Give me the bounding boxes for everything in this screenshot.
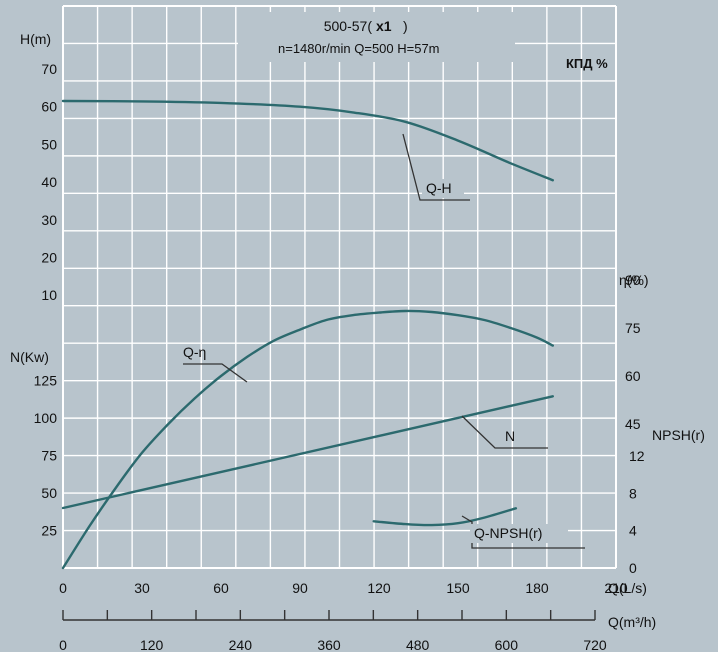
- power-tick-label: 75: [41, 448, 57, 464]
- flow-m3h-tick-label: 600: [495, 637, 519, 652]
- flow-tick-label: 60: [213, 580, 229, 596]
- secondary-flow-scale: 0 120 240 360 480 600 720: [59, 610, 607, 652]
- flow-axis-label-m3h: Q(m³/h): [608, 614, 656, 630]
- head-tick-label: 10: [41, 287, 57, 303]
- head-tick-label: 40: [41, 174, 57, 190]
- model-prefix: 500-57(: [324, 18, 373, 34]
- tick-labels: 7060504030201012510075502590756045128400…: [34, 61, 645, 596]
- npsh-axis-label: NPSH(r): [652, 427, 705, 443]
- curves: [61, 99, 554, 570]
- power-tick-label: 100: [34, 410, 58, 426]
- flow-m3h-tick-label: 480: [406, 637, 430, 652]
- callout-label: Q-η: [183, 344, 206, 360]
- callout-bg: [470, 524, 568, 543]
- head-tick-label: 50: [41, 136, 57, 152]
- flow-tick-label: 180: [525, 580, 549, 596]
- head-tick-label: 20: [41, 250, 57, 266]
- efficiency-tick-label: 75: [625, 320, 641, 336]
- flow-m3h-tick-label: 240: [229, 637, 253, 652]
- power-tick-label: 25: [41, 523, 57, 539]
- head-axis-label: H(m): [20, 31, 51, 47]
- callout-label: Q-NPSH(r): [474, 525, 542, 541]
- npsh-tick-label: 8: [629, 485, 637, 501]
- callout-label: Q-H: [426, 180, 452, 196]
- grid: [62, 5, 617, 569]
- flow-tick-label: 30: [134, 580, 150, 596]
- head-tick-label: 60: [41, 99, 57, 115]
- model-suffix: ): [403, 18, 408, 34]
- power-tick-label: 50: [41, 485, 57, 501]
- efficiency-tick-label: 90: [625, 272, 641, 288]
- head-tick-label: 30: [41, 212, 57, 228]
- flow-tick-label: 150: [446, 580, 470, 596]
- flow-m3h-tick-label: 120: [140, 637, 164, 652]
- head-tick-label: 70: [41, 61, 57, 77]
- power-axis-label: N(Kw): [10, 349, 49, 365]
- flow-tick-label: 120: [367, 580, 391, 596]
- npsh-tick-label: 0: [629, 560, 637, 576]
- curve-callouts: Q-H Q-η N Q-NPSH(r): [183, 133, 585, 549]
- callout-Q-η: Q-η: [183, 344, 248, 383]
- efficiency-axis-label: η(%): [619, 272, 649, 288]
- title-box: [238, 12, 515, 62]
- flow-axis-label-ls: Q(L/s): [608, 580, 647, 596]
- curve-Q-H: [61, 99, 554, 182]
- efficiency-tick-label: 60: [625, 368, 641, 384]
- callout-bg: [422, 179, 464, 198]
- npsh-tick-label: 12: [629, 448, 645, 464]
- flow-m3h-tick-label: 0: [59, 637, 67, 652]
- flow-m3h-tick-label: 360: [317, 637, 341, 652]
- flow-tick-label: 210: [604, 580, 628, 596]
- curve-N: [61, 395, 554, 510]
- callout-leader: [461, 415, 548, 449]
- model-bold: x1: [376, 18, 392, 34]
- callout-leader: [183, 363, 248, 383]
- callout-N: N: [461, 415, 548, 449]
- curve-Q-NPSH(r): [372, 507, 518, 527]
- kpd-label: КПД %: [566, 56, 608, 71]
- curve-Q-η: [61, 309, 554, 570]
- efficiency-tick-label: 45: [625, 416, 641, 432]
- callout-Q-H: Q-H: [402, 133, 470, 201]
- power-tick-label: 125: [34, 373, 58, 389]
- flow-tick-label: 90: [292, 580, 308, 596]
- flow-tick-label: 0: [59, 580, 67, 596]
- callout-label: N: [505, 428, 515, 444]
- callout-leader: [402, 133, 470, 201]
- npsh-tick-label: 4: [629, 523, 637, 539]
- callout-Q-NPSH(r): Q-NPSH(r): [461, 515, 585, 549]
- flow-m3h-tick-label: 720: [583, 637, 607, 652]
- specs-line: n=1480r/min Q=500 H=57m: [278, 41, 440, 56]
